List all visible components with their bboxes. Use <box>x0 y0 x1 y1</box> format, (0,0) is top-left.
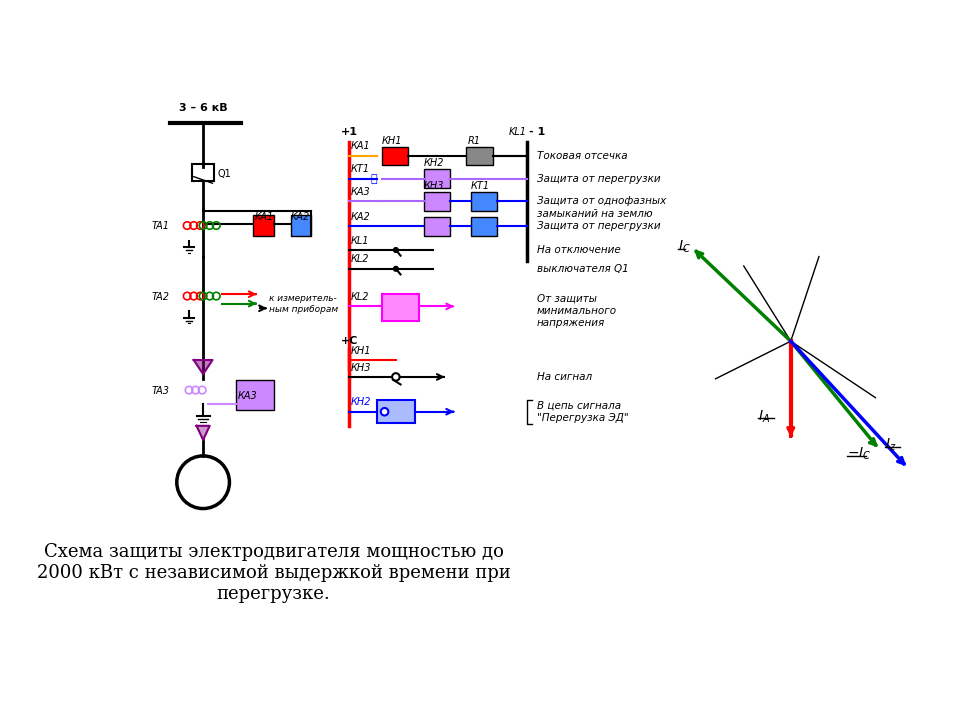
Text: Защита от перегрузки: Защита от перегрузки <box>537 222 660 232</box>
Text: замыканий на землю: замыканий на землю <box>537 210 653 220</box>
Text: КL2: КL2 <box>350 254 370 264</box>
Text: КL1: КL1 <box>350 235 370 246</box>
Text: На отключение: На отключение <box>537 245 621 255</box>
Text: От защиты: От защиты <box>537 294 597 304</box>
Text: $I_A$: $I_A$ <box>757 408 770 425</box>
Text: "Перегрузка ЭД": "Перегрузка ЭД" <box>537 413 629 423</box>
Text: 3 – 6 кВ: 3 – 6 кВ <box>179 103 228 113</box>
Bar <box>192 164 214 181</box>
Text: Защита от однофазных: Защита от однофазных <box>537 196 666 206</box>
Text: напряжения: напряжения <box>537 318 605 328</box>
Text: +1: +1 <box>342 127 358 138</box>
Text: TA1: TA1 <box>152 222 169 232</box>
Bar <box>424 169 450 188</box>
Text: KL1: KL1 <box>509 127 527 138</box>
Text: - 1: - 1 <box>529 127 545 138</box>
Bar <box>291 215 311 236</box>
Bar <box>252 215 274 236</box>
Text: Схема защиты электродвигателя мощностью до
2000 кВт с независимой выдержкой врем: Схема защиты электродвигателя мощностью … <box>36 544 511 603</box>
Bar <box>471 217 497 236</box>
Circle shape <box>394 248 398 252</box>
Text: $-I_C$: $-I_C$ <box>847 446 872 462</box>
Text: TA2: TA2 <box>152 292 169 302</box>
Text: КН2: КН2 <box>424 158 444 168</box>
Text: КН2: КН2 <box>350 397 372 408</box>
Text: R1: R1 <box>468 136 480 146</box>
Text: к измеритель-
ным приборам: к измеритель- ным приборам <box>269 294 338 314</box>
Text: Токовая отсечка: Токовая отсечка <box>537 151 628 161</box>
Text: +C: +C <box>342 336 359 346</box>
Text: $I_C$: $I_C$ <box>678 239 691 256</box>
Bar <box>377 400 415 423</box>
Text: КА1: КА1 <box>350 140 371 150</box>
Text: КН1: КН1 <box>350 346 372 356</box>
Text: Q1: Q1 <box>217 168 231 179</box>
Text: КL2: КL2 <box>350 292 370 302</box>
Text: Защита от перегрузки: Защита от перегрузки <box>537 174 660 184</box>
Text: KA1: KA1 <box>254 212 274 222</box>
Polygon shape <box>197 426 209 440</box>
Bar <box>471 192 497 210</box>
Text: В цепь сигнала: В цепь сигнала <box>537 400 621 410</box>
Circle shape <box>392 373 399 381</box>
Text: КН3: КН3 <box>424 181 444 191</box>
Bar <box>424 217 450 236</box>
Text: На сигнал: На сигнал <box>537 372 592 382</box>
Text: выключателя Q1: выключателя Q1 <box>537 264 629 274</box>
Bar <box>382 147 408 166</box>
Text: минимального: минимального <box>537 306 617 316</box>
Text: КН3: КН3 <box>350 364 372 374</box>
Polygon shape <box>194 360 212 374</box>
Text: ⧖: ⧖ <box>371 174 377 184</box>
Text: TA3: TA3 <box>152 386 169 396</box>
Bar <box>424 192 450 210</box>
Circle shape <box>394 266 398 271</box>
Text: $I_z$: $I_z$ <box>885 436 897 453</box>
Bar <box>236 379 274 410</box>
Text: КН1: КН1 <box>382 136 402 146</box>
Text: КА3: КА3 <box>350 186 371 197</box>
Text: KA2: KA2 <box>291 212 310 222</box>
Text: КТ1: КТ1 <box>471 181 491 191</box>
Bar <box>467 147 492 166</box>
Text: КА3: КА3 <box>238 391 257 401</box>
Bar <box>382 294 420 320</box>
Circle shape <box>381 408 389 415</box>
Text: КА2: КА2 <box>350 212 371 222</box>
Text: КТ1: КТ1 <box>350 164 370 174</box>
